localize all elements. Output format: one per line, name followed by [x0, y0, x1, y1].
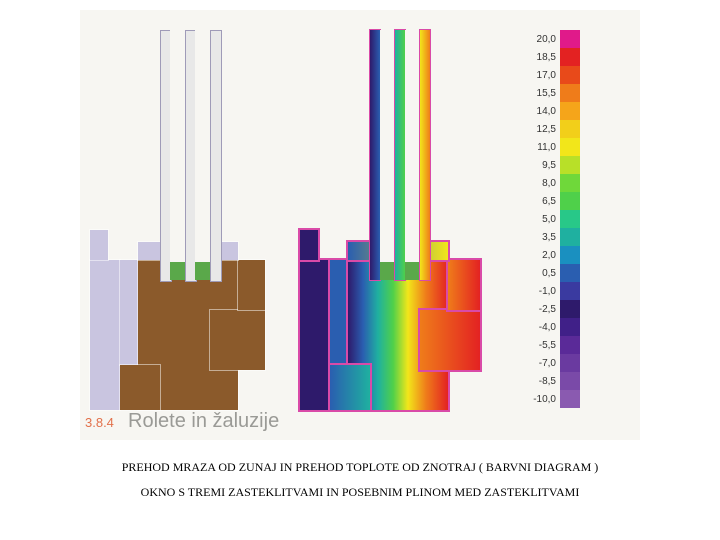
colorbar-label: 12,5	[521, 124, 560, 135]
colorbar-row: -7,0	[505, 354, 580, 372]
glazing-gap	[195, 30, 210, 280]
colorbar-swatch	[560, 228, 580, 246]
colorbar-label: 6,5	[521, 196, 560, 207]
caption-line-2: OKNO S TREMI ZASTEKLITVAMI IN POSEBNIM P…	[0, 485, 720, 500]
colorbar-row: 18,5	[505, 48, 580, 66]
colorbar-label: -10,0	[521, 394, 560, 405]
colorbar-swatch	[560, 138, 580, 156]
colorbar-row: -4,0	[505, 318, 580, 336]
colorbar-label: 15,5	[521, 88, 560, 99]
colorbar-label: 18,5	[521, 52, 560, 63]
colorbar-row: 8,0	[505, 174, 580, 192]
left-cross-section	[90, 30, 290, 410]
caption-line-1: PREHOD MRAZA OD ZUNAJ IN PREHOD TOPLOTE …	[0, 460, 720, 475]
colorbar-row: 3,5	[505, 228, 580, 246]
colorbar-row: -2,5	[505, 300, 580, 318]
colorbar-label: 14,0	[521, 106, 560, 117]
colorbar-swatch	[560, 246, 580, 264]
colorbar-label: 5,0	[521, 214, 560, 225]
glass-pane-thermal	[420, 30, 430, 280]
colorbar-label: -8,5	[521, 376, 560, 387]
temperature-colorbar: 20,0 18,5 17,0 15,5 14,0 12,5 11,0 9,5 8,0 6,5 5,0…	[505, 30, 580, 408]
colorbar-swatch	[560, 354, 580, 372]
colorbar-row: 15,5	[505, 84, 580, 102]
colorbar-label: 11,0	[521, 142, 560, 153]
thermal-block	[420, 310, 480, 370]
frame-block	[238, 260, 265, 310]
colorbar-row: 0,5	[505, 264, 580, 282]
section-title: Rolete in žaluzije	[128, 410, 279, 433]
colorbar-swatch	[560, 30, 580, 48]
colorbar-swatch	[560, 390, 580, 408]
glazing-gap	[405, 30, 420, 280]
colorbar-row: 9,5	[505, 156, 580, 174]
frame-block	[120, 365, 160, 410]
colorbar-swatch	[560, 120, 580, 138]
colorbar-row: 2,0	[505, 246, 580, 264]
spacer	[380, 262, 395, 280]
thermal-block	[300, 260, 330, 410]
colorbar-row: 5,0	[505, 210, 580, 228]
colorbar-swatch	[560, 84, 580, 102]
glazing-gap	[170, 30, 185, 280]
section-number: 3.8.4	[85, 415, 114, 430]
colorbar-row: 6,5	[505, 192, 580, 210]
thermal-block	[330, 260, 348, 365]
spacer	[170, 262, 185, 280]
colorbar-swatch	[560, 48, 580, 66]
colorbar-row: -10,0	[505, 390, 580, 408]
colorbar-row: -5,5	[505, 336, 580, 354]
thermal-block	[330, 365, 370, 410]
figure-area: 20,0 18,5 17,0 15,5 14,0 12,5 11,0 9,5 8,0 6,5 5,0…	[80, 10, 640, 440]
colorbar-row: 20,0	[505, 30, 580, 48]
colorbar-row: 17,0	[505, 66, 580, 84]
colorbar-swatch	[560, 192, 580, 210]
colorbar-swatch	[560, 66, 580, 84]
colorbar-row: 14,0	[505, 102, 580, 120]
colorbar-label: -2,5	[521, 304, 560, 315]
colorbar-swatch	[560, 156, 580, 174]
colorbar-swatch	[560, 282, 580, 300]
colorbar-label: -1,0	[521, 286, 560, 297]
colorbar-row: -8,5	[505, 372, 580, 390]
colorbar-row: -1,0	[505, 282, 580, 300]
glass-pane-thermal	[370, 30, 380, 280]
colorbar-swatch	[560, 210, 580, 228]
glazing-gap	[380, 30, 395, 280]
frame-block	[210, 310, 265, 370]
colorbar-swatch	[560, 372, 580, 390]
colorbar-swatch	[560, 174, 580, 192]
right-cross-section	[300, 30, 500, 410]
colorbar-label: -7,0	[521, 358, 560, 369]
glass-pane-thermal	[395, 30, 405, 280]
colorbar-label: 17,0	[521, 70, 560, 81]
colorbar-label: 3,5	[521, 232, 560, 243]
colorbar-label: -4,0	[521, 322, 560, 333]
colorbar-label: -5,5	[521, 340, 560, 351]
spacer	[405, 262, 420, 280]
colorbar-swatch	[560, 102, 580, 120]
colorbar-swatch	[560, 300, 580, 318]
colorbar-swatch	[560, 318, 580, 336]
colorbar-swatch	[560, 264, 580, 282]
colorbar-label: 20,0	[521, 34, 560, 45]
thermal-block	[448, 260, 480, 310]
colorbar-label: 8,0	[521, 178, 560, 189]
colorbar-swatch	[560, 336, 580, 354]
frame-block	[120, 260, 138, 365]
colorbar-label: 0,5	[521, 268, 560, 279]
spacer	[195, 262, 210, 280]
frame-block	[90, 230, 108, 260]
colorbar-label: 9,5	[521, 160, 560, 171]
thermal-block	[300, 230, 318, 260]
glass-pane	[210, 30, 222, 282]
colorbar-row: 11,0	[505, 138, 580, 156]
frame-block	[90, 260, 120, 410]
colorbar-row: 12,5	[505, 120, 580, 138]
colorbar-label: 2,0	[521, 250, 560, 261]
